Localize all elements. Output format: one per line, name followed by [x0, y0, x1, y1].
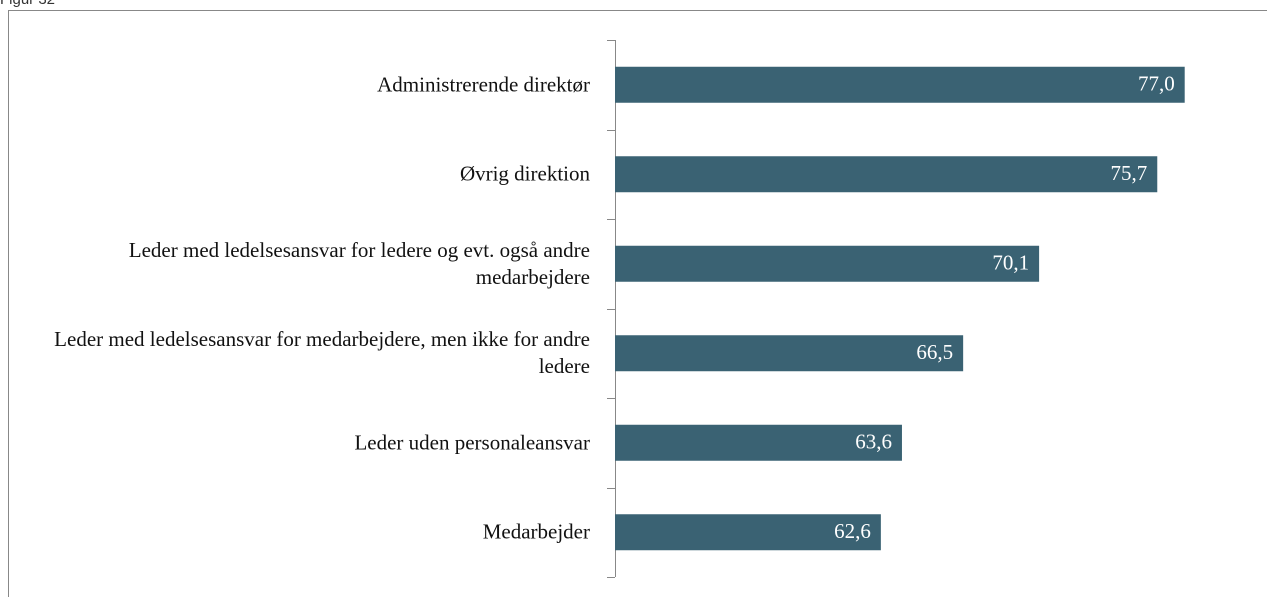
category-label: Leder uden personaleansvar: [354, 430, 590, 455]
category-label: Leder med ledelsesansvar for ledere og e…: [128, 237, 590, 289]
category-label: Medarbejder: [482, 519, 590, 544]
category-label: Leder med ledelsesansvar for medarbejder…: [54, 327, 590, 379]
value-label: 63,6: [855, 430, 892, 454]
bar: [615, 335, 964, 372]
bar: [615, 514, 881, 551]
bar: [615, 156, 1158, 193]
value-label: 75,7: [1111, 161, 1148, 185]
chart-title: Figur 32: [0, 0, 55, 8]
value-label: 70,1: [992, 251, 1029, 275]
value-label: 62,6: [834, 519, 871, 543]
value-label: 66,5: [916, 340, 953, 364]
category-label: Øvrig direktion: [459, 161, 590, 186]
chart-frame: [8, 10, 1267, 597]
bar: [615, 66, 1185, 103]
bar: [615, 424, 902, 461]
bar: [615, 245, 1040, 282]
value-label: 77,0: [1138, 72, 1175, 96]
category-label: Administrerende direktør: [377, 72, 590, 97]
